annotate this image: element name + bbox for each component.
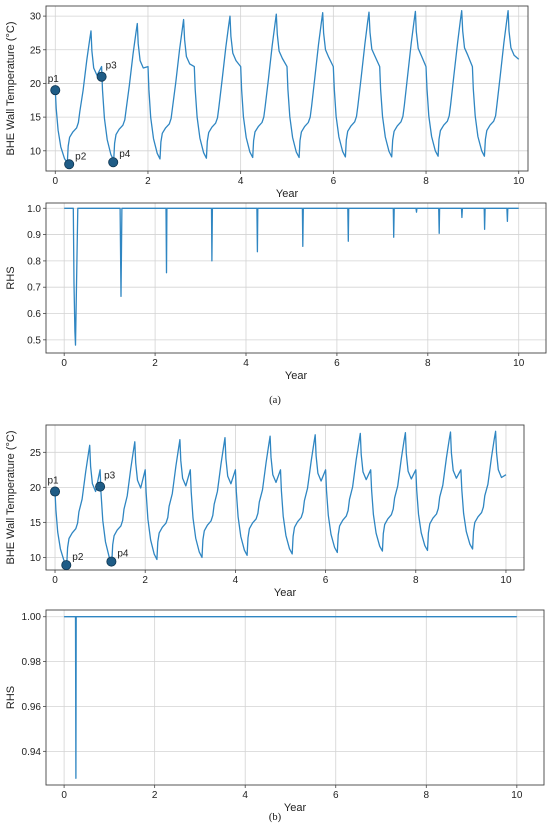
point-marker <box>50 85 61 96</box>
y-tick-label: 30 <box>30 12 42 23</box>
chart-b-top: 0 2 4 6 8 10 10 15 20 25 Year BHE Wall Temperature … <box>5 424 525 599</box>
x-tick-label: 10 <box>513 176 525 187</box>
point-label: p4 <box>117 549 129 560</box>
x-tick-label: 2 <box>145 176 151 187</box>
plot-frame <box>45 609 545 786</box>
point-marker <box>95 481 106 492</box>
x-tick-label: 10 <box>511 790 523 801</box>
caption-a: (a) <box>269 395 281 406</box>
x-axis-label: Year <box>285 370 308 382</box>
point-label: p2 <box>72 552 84 563</box>
x-tick-label: 10 <box>513 358 525 369</box>
x-tick-label: 0 <box>61 358 67 369</box>
point-label: p2 <box>75 151 87 162</box>
x-tick-label: 4 <box>233 575 239 586</box>
caption-b: (b) <box>269 812 282 823</box>
x-tick-label: 6 <box>323 575 329 586</box>
y-tick-label: 0.94 <box>22 747 42 758</box>
y-tick-label: 0.96 <box>22 702 42 713</box>
point-label: p1 <box>47 476 59 487</box>
x-axis-label: Year <box>276 188 299 200</box>
plot-frame <box>45 424 525 571</box>
plot-frame <box>45 202 547 354</box>
point-label: p4 <box>119 149 131 160</box>
point-marker <box>50 486 61 497</box>
point-label: p3 <box>104 471 116 482</box>
chart-b-bottom: 0 2 4 6 8 10 0.94 0.96 0.98 1.00 Year RHS <box>5 609 545 814</box>
y-axis-label: RHS <box>5 686 17 709</box>
x-axis-label: Year <box>274 587 297 599</box>
x-tick-label: 0 <box>52 176 58 187</box>
point-label: p3 <box>106 61 118 72</box>
point-marker <box>64 159 75 170</box>
x-tick-label: 8 <box>424 790 430 801</box>
y-tick-label: 10 <box>30 146 42 157</box>
x-tick-label: 4 <box>243 358 249 369</box>
x-tick-label: 6 <box>333 790 339 801</box>
y-tick-label: 15 <box>30 113 42 124</box>
y-tick-label: 20 <box>30 483 42 494</box>
y-tick-label: 0.7 <box>27 283 41 294</box>
y-tick-label: 0.6 <box>27 309 41 320</box>
y-tick-label: 25 <box>30 448 42 459</box>
y-axis-label: RHS <box>5 266 17 289</box>
point-marker <box>61 560 72 571</box>
x-tick-label: 6 <box>334 358 340 369</box>
x-tick-label: 10 <box>500 575 512 586</box>
x-tick-label: 0 <box>52 575 58 586</box>
x-tick-label: 2 <box>142 575 148 586</box>
y-tick-label: 0.5 <box>27 335 41 346</box>
chart-a-top: 0 2 4 6 8 10 10 15 20 25 30 Year BHE Wall Temperatur… <box>5 5 529 200</box>
y-tick-label: 0.9 <box>27 230 41 241</box>
y-axis-label: BHE Wall Temperature (°C) <box>5 431 17 565</box>
point-marker <box>96 71 107 82</box>
y-tick-label: 0.8 <box>27 256 41 267</box>
series-line <box>64 207 519 346</box>
y-tick-label: 1.00 <box>22 612 42 623</box>
x-tick-label: 6 <box>331 176 337 187</box>
x-tick-label: 8 <box>425 358 431 369</box>
series-line <box>64 616 517 779</box>
y-tick-label: 0.98 <box>22 657 42 668</box>
x-tick-label: 8 <box>413 575 419 586</box>
point-marker <box>108 157 119 168</box>
x-tick-label: 8 <box>423 176 429 187</box>
x-tick-label: 2 <box>152 790 158 801</box>
y-tick-label: 15 <box>30 518 42 529</box>
y-tick-label: 25 <box>30 45 42 56</box>
x-tick-label: 2 <box>152 358 158 369</box>
chart-a-bottom: 0 2 4 6 8 10 0.5 0.6 0.7 0.8 0.9 1.0 Year RHS <box>5 202 547 382</box>
y-tick-label: 10 <box>30 553 42 564</box>
y-tick-label: 20 <box>30 79 42 90</box>
series-line <box>54 430 507 566</box>
x-tick-label: 0 <box>61 790 67 801</box>
x-axis-label: Year <box>284 802 307 814</box>
point-marker <box>106 556 117 567</box>
x-tick-label: 4 <box>242 790 248 801</box>
plot-frame <box>45 5 529 172</box>
y-axis-label: BHE Wall Temperature (°C) <box>5 22 17 156</box>
y-tick-label: 1.0 <box>27 204 41 215</box>
series-line <box>54 10 520 164</box>
x-tick-label: 4 <box>238 176 244 187</box>
point-label: p1 <box>48 74 60 85</box>
